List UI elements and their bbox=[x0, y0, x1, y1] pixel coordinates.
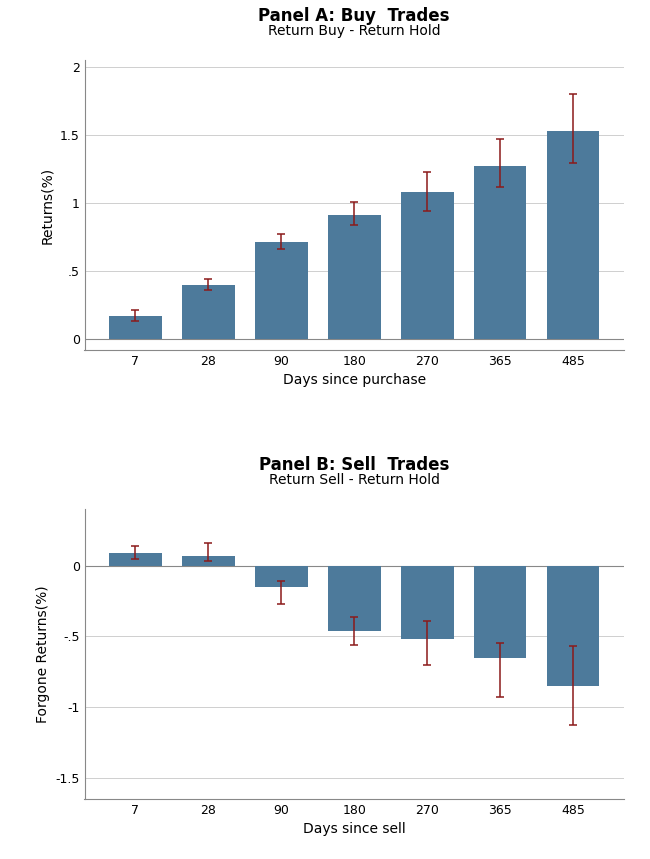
Text: Return Sell - Return Hold: Return Sell - Return Hold bbox=[268, 473, 440, 487]
Bar bbox=[328, 216, 380, 339]
Bar bbox=[182, 284, 235, 339]
Bar bbox=[401, 566, 454, 639]
Y-axis label: Returns(%): Returns(%) bbox=[40, 167, 54, 244]
Bar bbox=[547, 131, 599, 339]
Title: Panel B: Sell  Trades: Panel B: Sell Trades bbox=[259, 456, 449, 474]
Bar bbox=[255, 242, 307, 339]
Bar bbox=[474, 566, 526, 657]
Text: Return Buy - Return Hold: Return Buy - Return Hold bbox=[268, 24, 441, 39]
X-axis label: Days since sell: Days since sell bbox=[303, 822, 406, 837]
Bar bbox=[401, 192, 454, 339]
Y-axis label: Forgone Returns(%): Forgone Returns(%) bbox=[36, 585, 49, 722]
Bar bbox=[182, 556, 235, 566]
X-axis label: Days since purchase: Days since purchase bbox=[283, 374, 426, 387]
Bar bbox=[109, 553, 162, 566]
Bar bbox=[255, 566, 307, 587]
Bar bbox=[547, 566, 599, 685]
Bar bbox=[474, 167, 526, 339]
Title: Panel A: Buy  Trades: Panel A: Buy Trades bbox=[259, 7, 450, 25]
Bar bbox=[328, 566, 380, 631]
Bar bbox=[109, 316, 162, 339]
